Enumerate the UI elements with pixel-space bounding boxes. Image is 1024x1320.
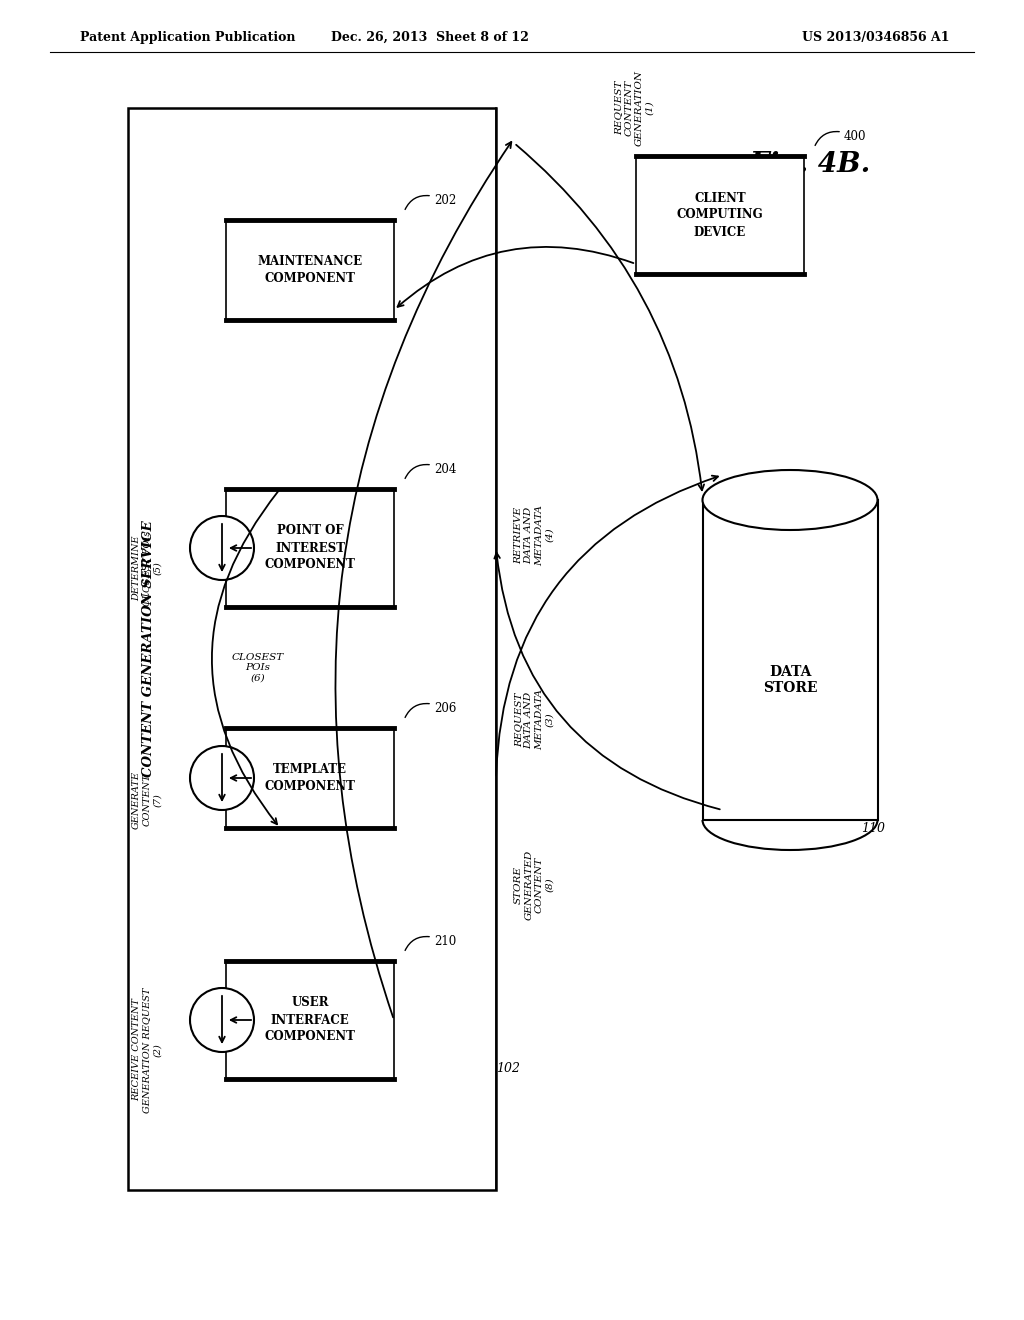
Text: RECEIVE CONTENT
GENERATION REQUEST
(2): RECEIVE CONTENT GENERATION REQUEST (2) [132,987,162,1113]
Text: MAINTENANCE
COMPONENT: MAINTENANCE COMPONENT [257,255,362,285]
Text: DETERMINE
CLOSEST POIs
(5): DETERMINE CLOSEST POIs (5) [132,531,162,606]
Text: RETRIEVE
DATA AND
METADATA
(4): RETRIEVE DATA AND METADATA (4) [514,504,554,565]
Text: 400: 400 [844,129,866,143]
Bar [226,220,394,319]
Text: 110: 110 [861,821,885,834]
Text: 102: 102 [496,1061,520,1074]
Text: CLOSEST
POIs
(6): CLOSEST POIs (6) [232,653,284,682]
Text: 202: 202 [434,194,457,207]
Text: US 2013/0346856 A1: US 2013/0346856 A1 [803,30,950,44]
Bar [636,156,804,275]
Bar [702,500,878,820]
Text: Fig. 4B.: Fig. 4B. [750,152,870,178]
Bar [226,488,394,607]
Bar [226,729,394,828]
Text: 210: 210 [434,935,457,948]
Bar [128,108,496,1191]
Text: CLIENT
COMPUTING
DEVICE: CLIENT COMPUTING DEVICE [677,191,763,239]
Text: POINT OF
INTEREST
COMPONENT: POINT OF INTEREST COMPONENT [264,524,355,572]
Text: CONTENT GENERATION SERVICE: CONTENT GENERATION SERVICE [141,520,155,777]
Text: 204: 204 [434,463,457,477]
Text: REQUEST
CONTENT
GENERATION
(1): REQUEST CONTENT GENERATION (1) [614,70,654,147]
Text: STORE
GENERATED
CONTENT
(8): STORE GENERATED CONTENT (8) [514,850,554,920]
Text: 206: 206 [434,702,457,715]
Circle shape [190,516,254,579]
Text: DATA
STORE: DATA STORE [763,665,817,696]
Bar [226,961,394,1078]
Text: TEMPLATE
COMPONENT: TEMPLATE COMPONENT [264,763,355,793]
Text: GENERATE
CONTENT
(7): GENERATE CONTENT (7) [132,771,162,829]
Circle shape [190,746,254,810]
Text: Dec. 26, 2013  Sheet 8 of 12: Dec. 26, 2013 Sheet 8 of 12 [331,30,529,44]
Text: Patent Application Publication: Patent Application Publication [80,30,296,44]
Circle shape [190,987,254,1052]
Text: REQUEST
DATA AND
METADATA
(3): REQUEST DATA AND METADATA (3) [514,689,554,751]
Ellipse shape [702,470,878,531]
Text: USER
INTERFACE
COMPONENT: USER INTERFACE COMPONENT [264,997,355,1044]
